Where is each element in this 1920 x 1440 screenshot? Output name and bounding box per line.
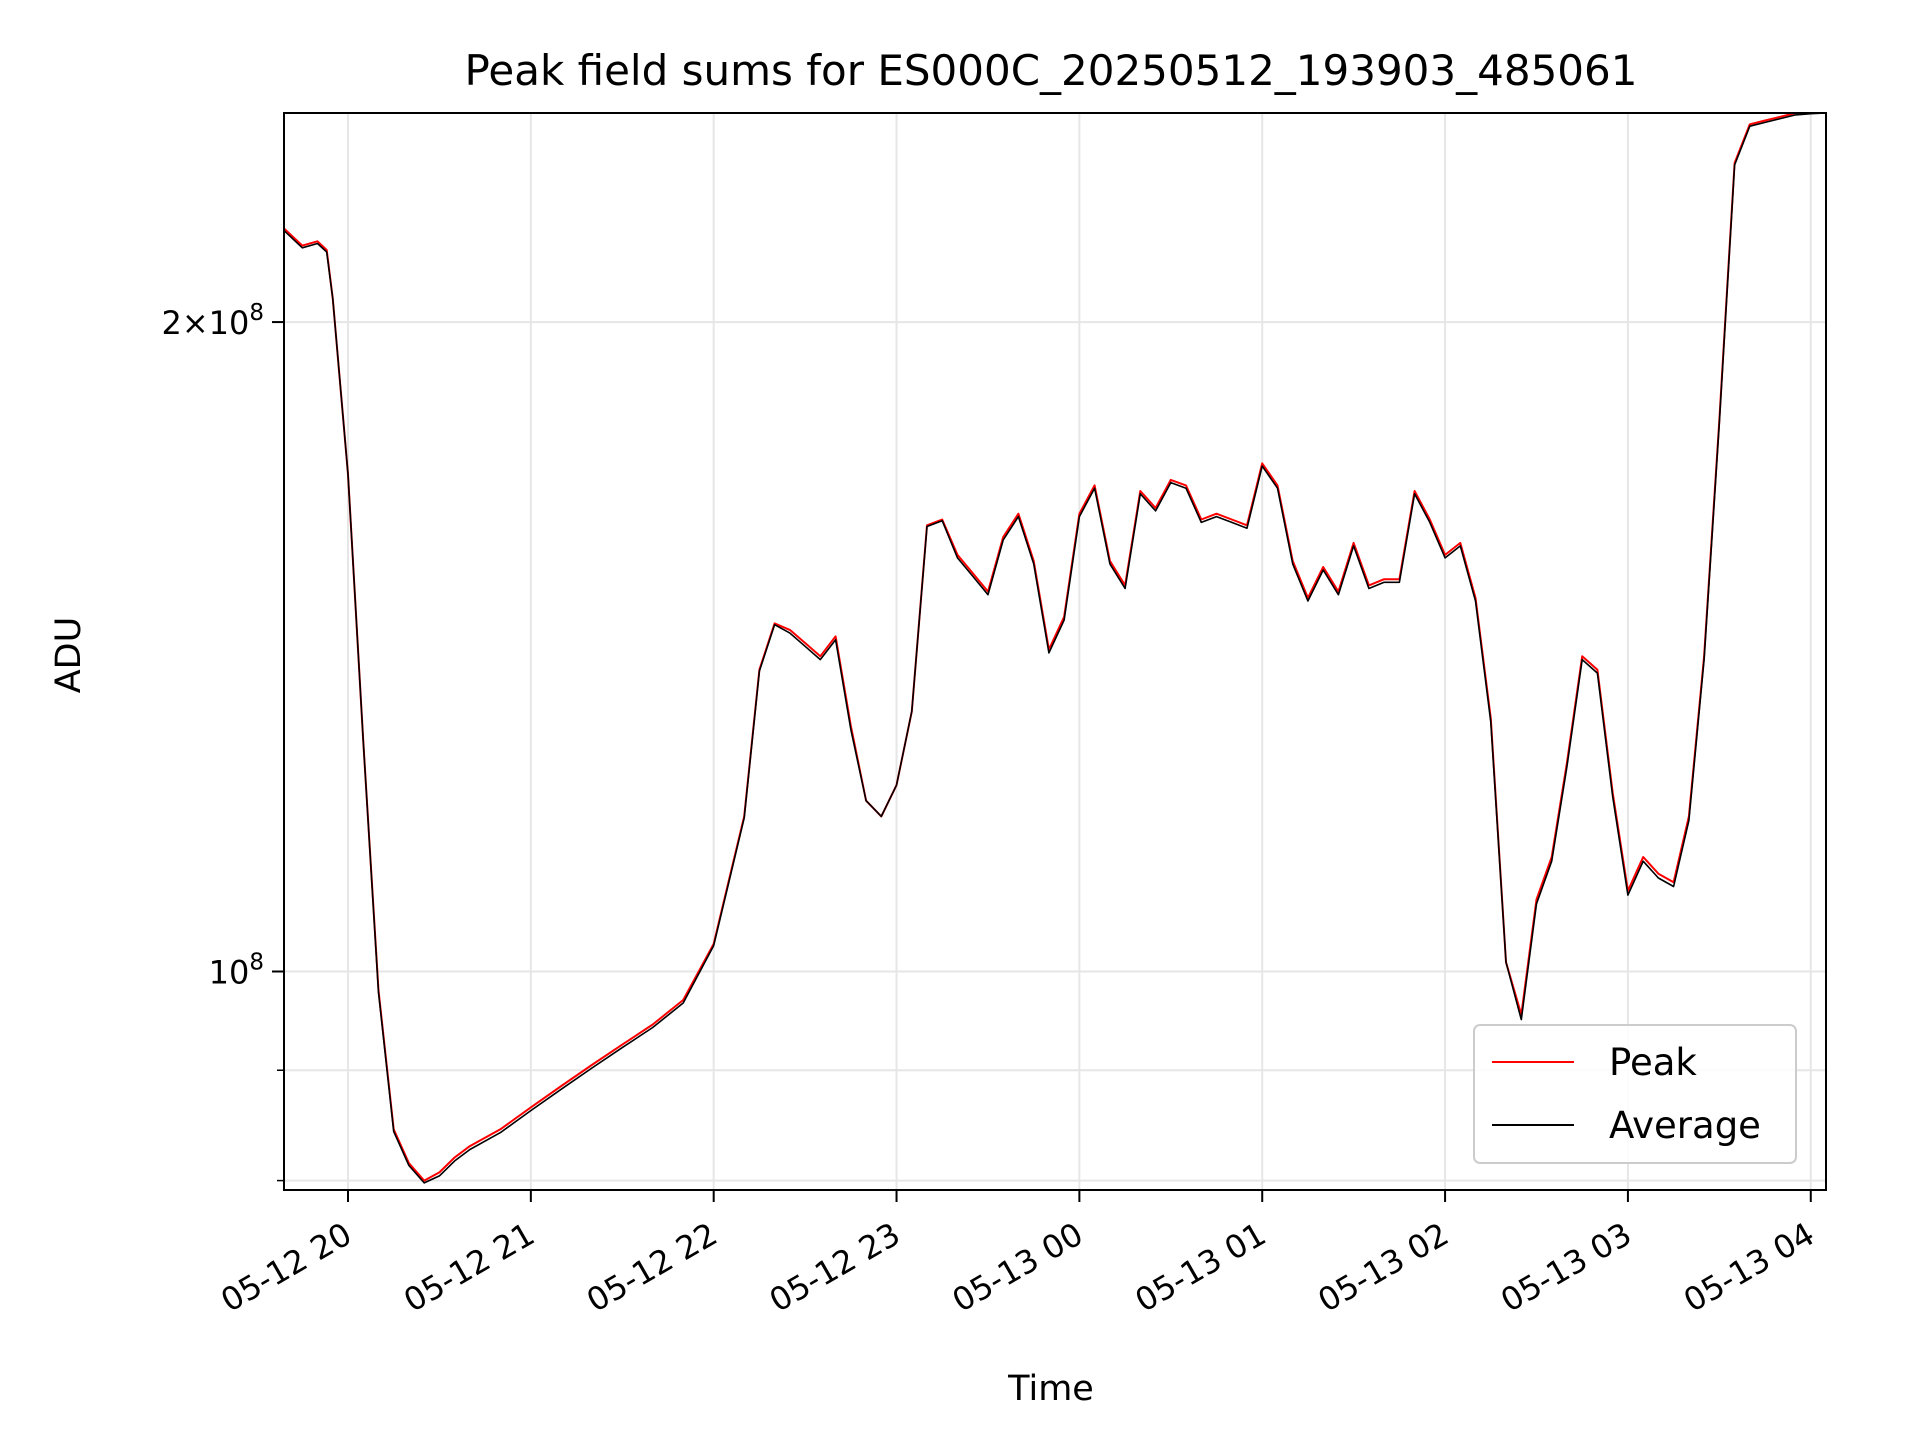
y-tick-label: 2×108 — [161, 300, 264, 342]
series-group — [283, 112, 1827, 1184]
plot-frame — [283, 112, 1827, 1191]
x-axis-title: Time — [1007, 1369, 1094, 1409]
y-axis-title: ADU — [49, 617, 89, 694]
series-line-peak — [283, 112, 1826, 1182]
legend-box — [1473, 1024, 1797, 1164]
y-tick-label: 108 — [209, 950, 264, 992]
legend-label-average: Average — [1609, 1104, 1761, 1147]
series-line-average — [283, 112, 1827, 1184]
legend-label-peak: Peak — [1609, 1041, 1697, 1084]
legend: Peak Average — [1473, 1024, 1797, 1164]
chart-title: Peak field sums for ES000C_20250512_1939… — [465, 46, 1638, 95]
